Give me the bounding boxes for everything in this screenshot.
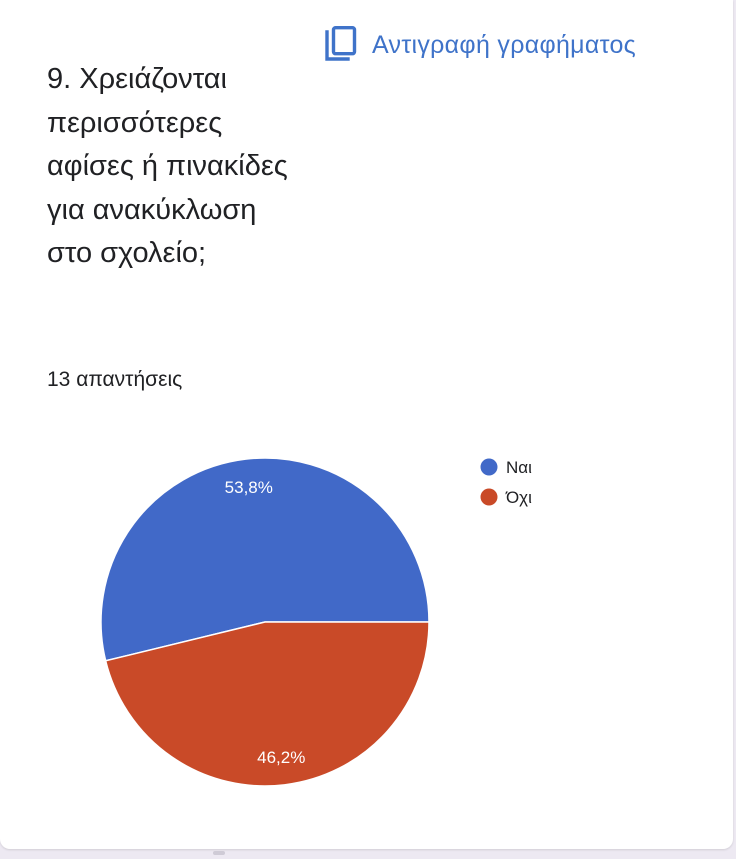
copy-chart-label: Αντιγραφή γραφήματος [372,30,637,59]
copy-icon [324,26,358,64]
home-indicator [213,851,225,855]
copy-chart-button[interactable]: Αντιγραφή γραφήματος [324,26,636,64]
pie-slice-label: 53,8% [225,478,273,497]
legend-label: Ναι [506,458,532,477]
pie-slice-2[interactable] [104,621,430,787]
legend-marker [480,458,498,476]
response-count: 13 απαντήσεις [47,368,183,391]
legend-marker [480,488,498,506]
pie-slice-label: 46,2% [257,748,305,767]
pie-slice-1[interactable] [100,457,430,662]
question-title: 9. Χρειάζονται περισσότερες αφίσες ή πιν… [47,63,288,269]
legend-label: Όχι [505,488,532,507]
